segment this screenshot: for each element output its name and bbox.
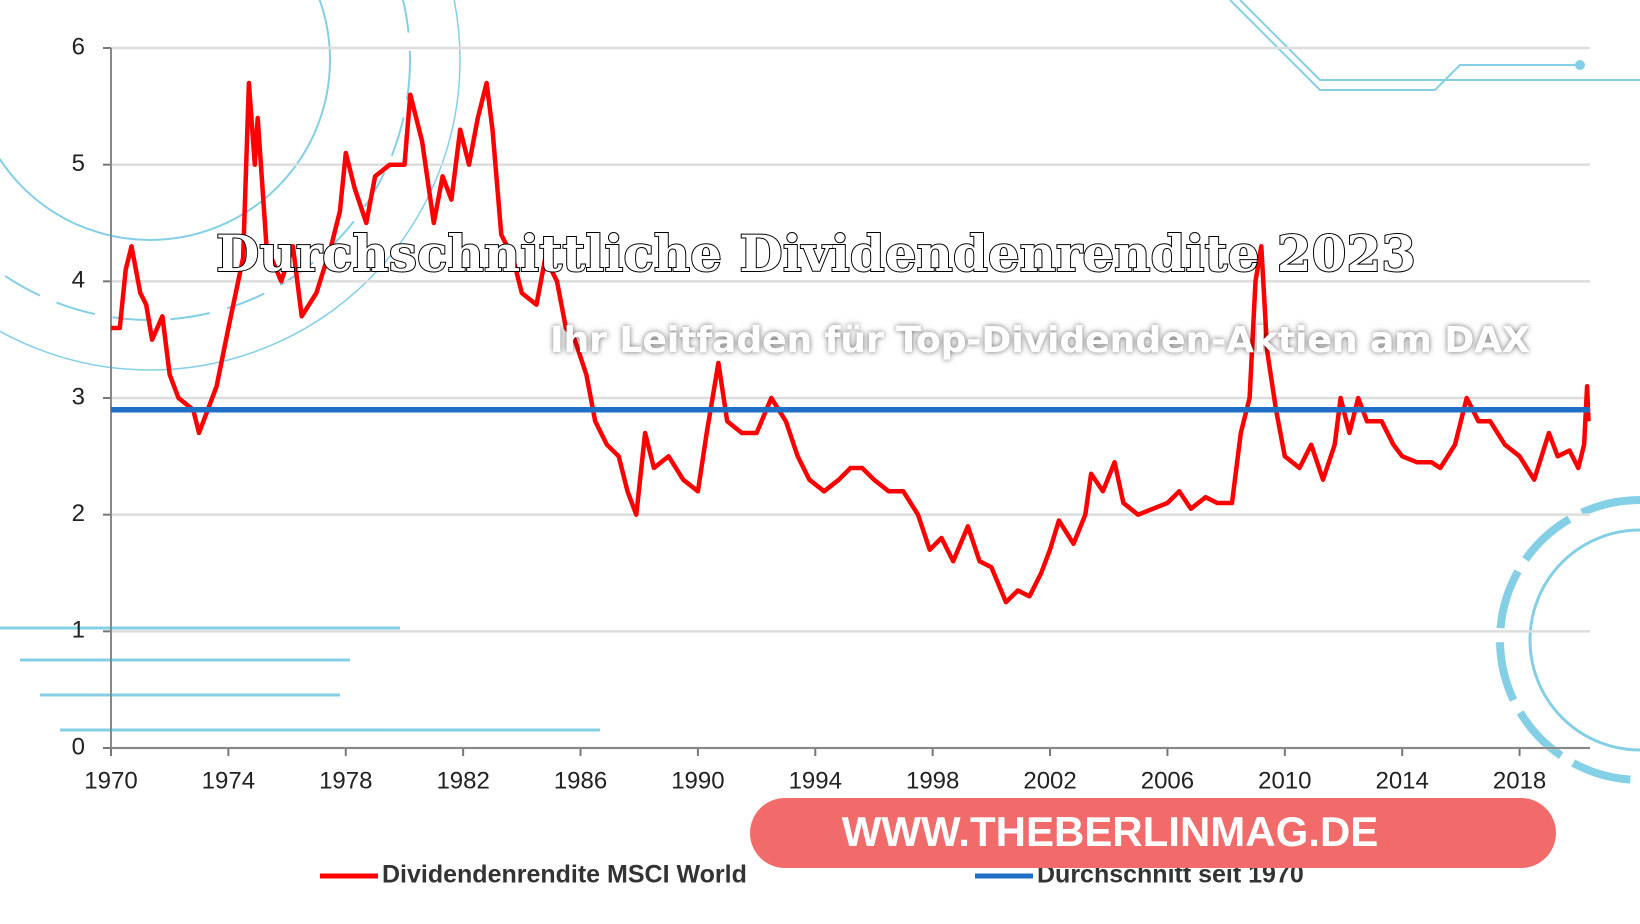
x-tick-label: 1970 bbox=[84, 767, 137, 794]
chart-subtitle: Ihr Leitfaden für Top-Dividenden-Aktien … bbox=[550, 320, 1530, 361]
x-tick-label: 1994 bbox=[789, 767, 842, 794]
deco-dot bbox=[1575, 60, 1585, 70]
deco-circle bbox=[0, 0, 331, 241]
y-tick-label: 2 bbox=[72, 500, 85, 527]
deco-arc bbox=[1496, 496, 1640, 784]
x-tick-label: 2014 bbox=[1375, 767, 1428, 794]
deco-circuit bbox=[1239, 0, 1640, 81]
x-tick-label: 1986 bbox=[554, 767, 607, 794]
x-tick-label: 2018 bbox=[1493, 767, 1546, 794]
deco-circuit bbox=[1229, 0, 1580, 91]
y-tick-label: 1 bbox=[72, 617, 85, 644]
y-tick-label: 6 bbox=[72, 33, 85, 60]
series-line bbox=[111, 80, 1591, 605]
badge-text: WWW.THEBERLINMAG.DE bbox=[842, 808, 1379, 855]
x-tick-label: 2002 bbox=[1023, 767, 1076, 794]
chart-title: Durchschnittliche Dividendenrendite 2023 bbox=[216, 224, 1416, 283]
x-tick-label: 2006 bbox=[1141, 767, 1194, 794]
y-tick-label: 5 bbox=[72, 150, 85, 177]
y-tick-label: 0 bbox=[72, 733, 85, 760]
deco-circle bbox=[0, 0, 461, 371]
x-tick-label: 1974 bbox=[202, 767, 255, 794]
y-tick-label: 4 bbox=[72, 267, 85, 294]
deco-arc bbox=[1528, 528, 1640, 752]
x-tick-label: 1998 bbox=[906, 767, 959, 794]
legend-label: Dividendenrendite MSCI World bbox=[382, 861, 747, 889]
x-tick-label: 1990 bbox=[671, 767, 724, 794]
x-tick-label: 1982 bbox=[436, 767, 489, 794]
plot-area: 0 1 2 3 4 5 6 1970 1974 1978 1982 1986 1990 1994 1998 2… bbox=[72, 33, 1591, 889]
x-tick-label: 2010 bbox=[1258, 767, 1311, 794]
badge bbox=[750, 798, 1556, 868]
x-tick-label: 1978 bbox=[319, 767, 372, 794]
y-tick-label: 3 bbox=[72, 383, 85, 410]
